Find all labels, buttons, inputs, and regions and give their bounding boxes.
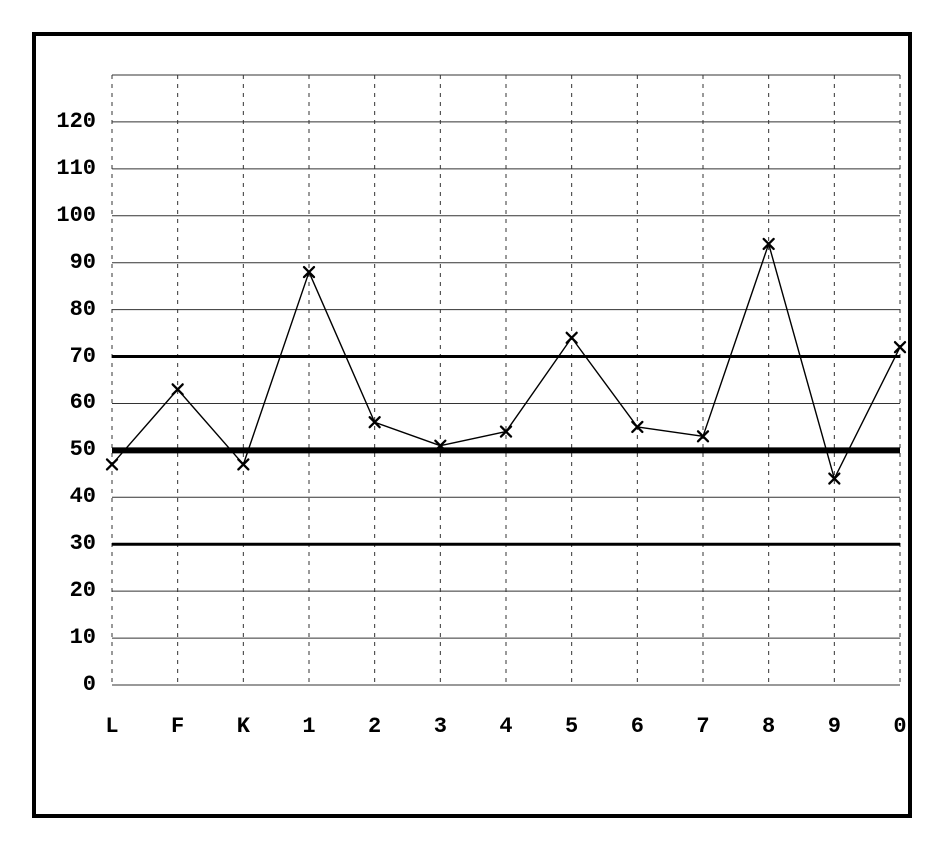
x-tick-label: 7 — [696, 714, 709, 739]
x-tick-label: 1 — [302, 714, 315, 739]
x-tick-label: F — [171, 714, 184, 739]
y-tick-label: 40 — [70, 484, 96, 509]
grid-layer — [112, 75, 900, 685]
x-tick-label: L — [105, 714, 118, 739]
x-tick-label: 2 — [368, 714, 381, 739]
y-tick-label: 60 — [70, 390, 96, 415]
x-tick-label: 6 — [631, 714, 644, 739]
y-tick-label: 110 — [56, 156, 96, 181]
x-tick-label: 3 — [434, 714, 447, 739]
y-tick-label: 50 — [70, 437, 96, 462]
marker-x-icon — [567, 333, 577, 343]
y-tick-label: 20 — [70, 578, 96, 603]
y-tick-label: 0 — [83, 672, 96, 697]
marker-x-icon — [238, 459, 248, 469]
y-tick-label: 90 — [70, 250, 96, 275]
x-tick-label: 9 — [828, 714, 841, 739]
y-tick-label: 120 — [56, 109, 96, 134]
x-tick-label: 5 — [565, 714, 578, 739]
marker-x-icon — [107, 459, 117, 469]
marker-x-icon — [895, 342, 905, 352]
chart-container: 0102030405060708090100110120 LFK12345678… — [0, 0, 944, 850]
x-tick-label: 4 — [499, 714, 512, 739]
x-tick-label: 0 — [893, 714, 906, 739]
y-tick-label: 100 — [56, 203, 96, 228]
y-tick-label: 70 — [70, 344, 96, 369]
data-line — [112, 244, 900, 479]
chart-svg — [0, 0, 944, 850]
x-tick-label: K — [237, 714, 250, 739]
y-tick-label: 80 — [70, 297, 96, 322]
y-tick-label: 30 — [70, 531, 96, 556]
y-tick-label: 10 — [70, 625, 96, 650]
x-tick-label: 8 — [762, 714, 775, 739]
